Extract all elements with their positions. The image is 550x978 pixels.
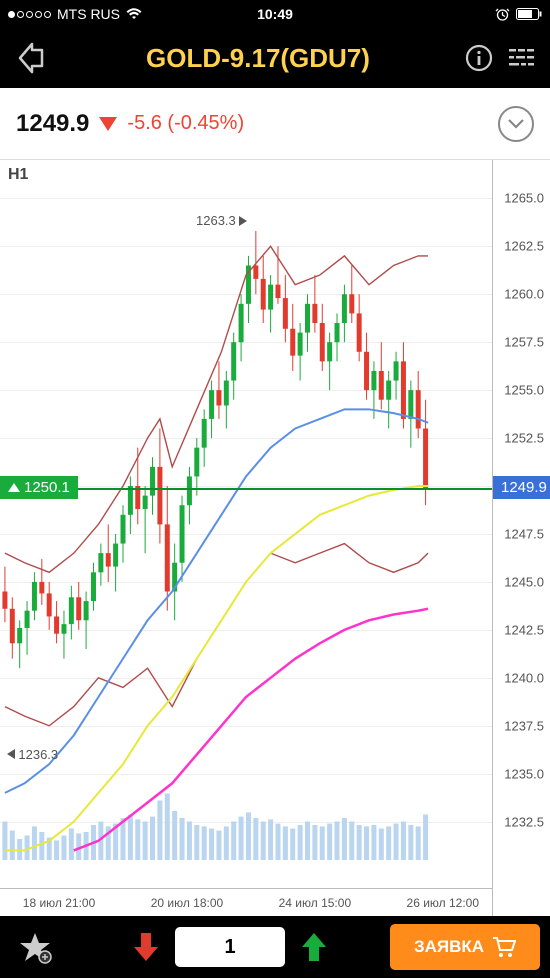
quantity-input[interactable] — [175, 927, 285, 967]
order-button-label: ЗАЯВКА — [414, 937, 484, 957]
x-tick-label: 18 июл 21:00 — [23, 896, 96, 910]
indicators-icon[interactable] — [508, 43, 538, 73]
battery-icon — [516, 8, 542, 20]
signal-strength-icon — [8, 11, 51, 18]
y-tick-label: 1257.5 — [504, 335, 544, 350]
y-tick-label: 1242.5 — [504, 622, 544, 637]
order-button[interactable]: ЗАЯВКА — [390, 924, 540, 970]
x-tick-label: 20 июл 18:00 — [151, 896, 224, 910]
alarm-icon — [495, 7, 510, 22]
back-button[interactable] — [12, 38, 52, 78]
info-icon[interactable] — [464, 43, 494, 73]
y-tick-label: 1252.5 — [504, 431, 544, 446]
header: GOLD-9.17(GDU7) — [0, 28, 550, 88]
y-tick-label: 1245.0 — [504, 574, 544, 589]
price-change: -5.6 (-0.45%) — [127, 112, 244, 135]
y-tick-label: 1237.5 — [504, 718, 544, 733]
y-axis: 1232.5 1235.0 1237.5 1240.0 1242.5 1245.0 1247… — [492, 160, 550, 916]
sell-arrow-button[interactable] — [129, 930, 163, 964]
last-price: 1249.9 — [16, 110, 89, 138]
bid-badge: 1250.1 — [0, 476, 78, 499]
y-tick-label: 1260.0 — [504, 287, 544, 302]
carrier-label: MTS RUS — [57, 6, 120, 22]
quote-bar: 1249.9 -5.6 (-0.45%) — [0, 88, 550, 160]
last-price-badge: 1249.9 — [493, 476, 550, 499]
chart-area[interactable]: H1 1232.51235.01237.51240.01242.51245.01… — [0, 160, 550, 916]
x-axis: 18 июл 21:00 20 июл 18:00 24 июл 15:00 26 и… — [0, 888, 492, 916]
wifi-icon — [126, 8, 142, 20]
y-tick-label: 1240.0 — [504, 670, 544, 685]
y-tick-label: 1262.5 — [504, 239, 544, 254]
bottom-toolbar: ЗАЯВКА — [0, 916, 550, 978]
status-time: 10:49 — [257, 6, 293, 22]
status-bar: MTS RUS 10:49 — [0, 0, 550, 28]
x-tick-label: 26 июл 12:00 — [407, 896, 480, 910]
y-tick-label: 1232.5 — [504, 814, 544, 829]
x-tick-label: 24 июл 15:00 — [279, 896, 352, 910]
cart-icon — [492, 936, 516, 958]
timeframe-label: H1 — [8, 166, 28, 184]
symbol-title: GOLD-9.17(GDU7) — [146, 43, 370, 74]
expand-button[interactable] — [498, 106, 534, 142]
indicator-lines — [0, 160, 492, 888]
y-tick-label: 1235.0 — [504, 766, 544, 781]
y-tick-label: 1265.0 — [504, 191, 544, 206]
favorite-button[interactable] — [0, 916, 70, 978]
low-annotation: 1236.3 — [7, 747, 58, 762]
high-annotation: 1263.3 — [196, 213, 247, 228]
y-tick-label: 1255.0 — [504, 383, 544, 398]
y-tick-label: 1247.5 — [504, 526, 544, 541]
direction-down-icon — [99, 117, 117, 131]
buy-arrow-button[interactable] — [297, 930, 331, 964]
